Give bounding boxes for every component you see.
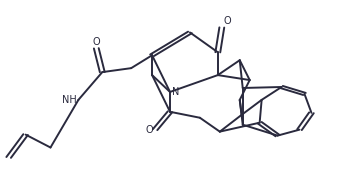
Text: N: N xyxy=(172,87,179,97)
Text: NH: NH xyxy=(62,95,77,105)
Text: O: O xyxy=(93,37,100,47)
Text: O: O xyxy=(146,125,153,135)
Text: O: O xyxy=(223,16,231,26)
